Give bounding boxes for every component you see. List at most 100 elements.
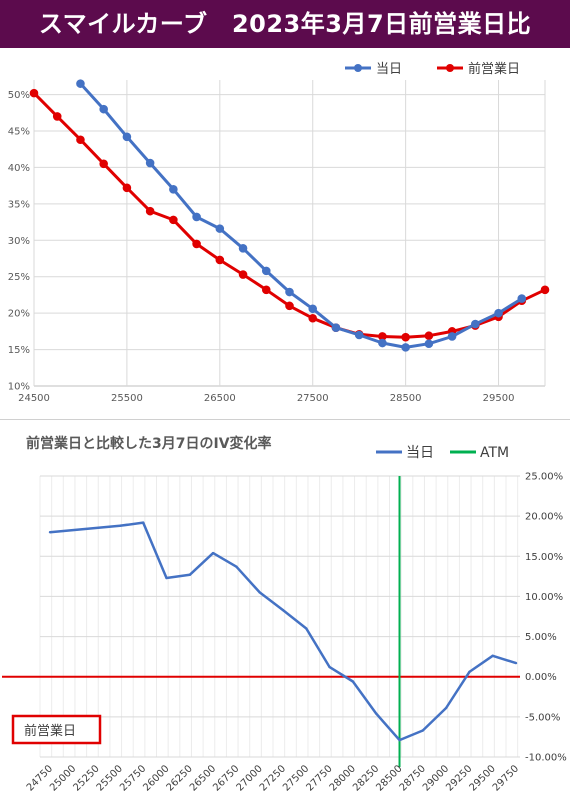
data-point [491, 654, 494, 658]
series-current [76, 79, 527, 352]
data-point [29, 88, 39, 98]
legend-label: 当日 [376, 62, 402, 77]
data-point [354, 330, 364, 340]
data-point [471, 319, 480, 329]
data-point [145, 206, 155, 216]
data-point [145, 158, 155, 168]
y-tick-label: 15% [8, 345, 30, 356]
data-point [261, 266, 271, 276]
y-tick-label: 25% [8, 272, 30, 283]
y-tick-label: 35% [8, 199, 30, 210]
data-point [468, 670, 471, 674]
data-point [76, 135, 85, 145]
data-point [211, 551, 215, 555]
legend-marker [354, 64, 362, 72]
x-tick-label: 26500 [204, 393, 236, 404]
y-tick-label: 25.00% [525, 472, 563, 483]
zero-line-label: 前営業日 [11, 714, 102, 745]
legend-label: ATM [480, 445, 509, 461]
data-point [424, 339, 434, 349]
data-point [165, 576, 168, 580]
data-point [281, 608, 285, 612]
data-point [517, 294, 527, 303]
data-point [305, 627, 308, 630]
data-point [378, 338, 387, 348]
data-point [48, 531, 52, 534]
data-point [285, 301, 294, 311]
data-point [308, 304, 318, 314]
data-point [401, 332, 410, 342]
y-tick-label: 10.00% [525, 592, 563, 603]
data-point [99, 104, 108, 114]
data-point [494, 308, 503, 318]
data-point [285, 287, 294, 297]
chart-title: 前営業日と比較した3月7日のIV変化率 [26, 435, 272, 452]
legend-marker [446, 64, 454, 72]
data-point [308, 313, 318, 323]
data-point [401, 343, 410, 352]
data-point [375, 712, 378, 715]
data-point [142, 521, 145, 524]
y-tick-label: 40% [8, 163, 30, 174]
data-point [169, 215, 178, 225]
y-tick-label: 50% [8, 90, 30, 101]
data-point [99, 159, 108, 169]
chart-panel: 10% 15% 20% 25% 30% 35% 40% 45% 50% 24500 25500 265… [0, 50, 570, 802]
zero-line-label-box [11, 714, 102, 745]
y-tick-label: -10.00% [525, 753, 567, 764]
x-tick-label: 29750 [491, 763, 521, 793]
data-point [76, 79, 85, 88]
x-tick-label: 24500 [18, 393, 50, 404]
header-banner: スマイルカーブ 2023年3月7日前営業日比 [0, 0, 570, 48]
legend: 当日 前営業日 [345, 61, 520, 77]
x-tick-label: 25500 [111, 393, 143, 404]
data-point [122, 132, 132, 142]
data-point [235, 565, 238, 568]
data-point [447, 332, 457, 341]
data-point [192, 239, 201, 249]
y-tick-label: 0.00% [525, 672, 557, 683]
x-tick-label: 27500 [297, 393, 329, 404]
y-tick-label: 20% [8, 309, 30, 320]
data-point [169, 184, 178, 194]
data-point [188, 573, 192, 576]
iv-change-chart: 前営業日と比較した3月7日のIV変化率 -10.00% -5.00% 0.00% 5.0… [2, 435, 567, 794]
plot-area [40, 476, 520, 757]
page-title: スマイルカーブ 2023年3月7日前営業日比 [38, 10, 532, 38]
data-point [52, 112, 62, 121]
legend: 当日 ATM [376, 445, 509, 461]
data-point [238, 270, 248, 279]
smile-curve-chart: 10% 15% 20% 25% 30% 35% 40% 45% 50% 24500 25500 265… [0, 61, 570, 420]
data-point [238, 244, 248, 253]
zero-line-label-text: 前営業日 [24, 723, 76, 739]
data-point [118, 524, 122, 527]
y-tick-label: 15.00% [525, 552, 563, 563]
data-point [328, 665, 331, 669]
data-point [540, 285, 550, 295]
legend-label: 当日 [406, 445, 434, 461]
y-tick-label: 30% [8, 236, 30, 247]
x-tick-label: 28500 [390, 393, 422, 404]
data-point [258, 591, 261, 594]
data-point [215, 224, 225, 233]
legend-label: 前営業日 [468, 61, 520, 77]
y-tick-label: 5.00% [525, 632, 557, 643]
x-tick-label: 29500 [483, 393, 515, 404]
series-current [48, 521, 518, 742]
y-tick-label: 10% [8, 382, 30, 393]
y-tick-label: -5.00% [525, 712, 560, 723]
data-point [421, 729, 425, 732]
data-point [192, 212, 201, 222]
data-point [514, 661, 518, 665]
y-tick-label: 45% [8, 127, 30, 138]
y-tick-label: 20.00% [525, 512, 563, 523]
data-point [351, 680, 355, 683]
data-point [331, 323, 341, 333]
data-point [261, 285, 271, 295]
data-point [398, 738, 401, 742]
plot-area [34, 80, 545, 386]
data-point [424, 331, 434, 341]
data-point [122, 183, 132, 193]
data-point [215, 255, 225, 265]
data-point [444, 706, 448, 710]
